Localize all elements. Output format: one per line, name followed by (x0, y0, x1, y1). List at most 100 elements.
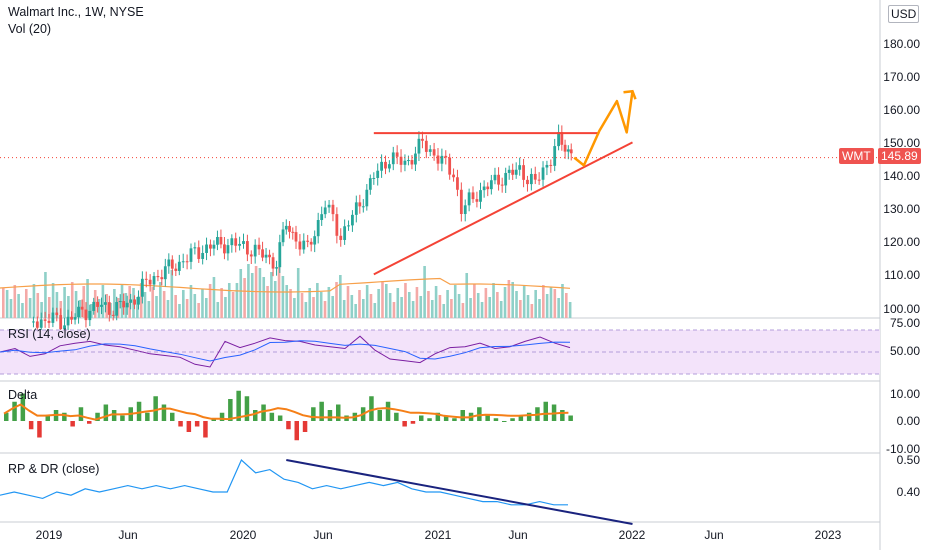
volume-bar (407, 292, 411, 318)
candle-body (63, 325, 66, 330)
candle-body (436, 155, 440, 164)
volume-bar (354, 304, 357, 318)
delta-bar (269, 412, 275, 421)
candle-body (467, 192, 471, 206)
candle-body (309, 241, 313, 245)
volume-bar (250, 273, 254, 318)
volume-bar (545, 294, 549, 318)
delta-bar (12, 401, 17, 421)
volume-bar (339, 275, 342, 318)
delta-bar (526, 412, 532, 421)
volume-bar (484, 288, 488, 318)
candle-body (219, 236, 223, 245)
candle-body (245, 241, 249, 255)
candle-body (313, 236, 317, 245)
volume-bar (262, 277, 266, 318)
currency-badge[interactable]: USD (888, 5, 920, 23)
candle-body (32, 321, 35, 323)
price-tick-label: 140.00 (883, 169, 920, 183)
delta-bar (485, 415, 490, 421)
candle-body (410, 160, 414, 165)
delta-bar (194, 421, 200, 427)
volume-bar (143, 292, 147, 318)
candle-body (456, 177, 459, 190)
candle-body (399, 156, 403, 165)
candle-body (88, 310, 92, 321)
volume-bar (212, 277, 216, 318)
time-tick-label: Jun (704, 528, 724, 542)
candle-body (316, 220, 320, 237)
rsi-title: RSI (14, close) (8, 327, 91, 341)
delta-tick-label: -10.00 (885, 442, 920, 456)
candle-body (298, 241, 302, 250)
candle-body (122, 301, 126, 308)
candle-body (479, 190, 482, 202)
candle-body (347, 225, 350, 227)
delta-bar (87, 421, 92, 424)
candle-body (432, 149, 436, 156)
rsi-tick-label: 75.00 (889, 316, 920, 330)
price-tick-label: 110.00 (884, 268, 920, 282)
volume-bar (44, 272, 47, 318)
candle-body (452, 174, 455, 178)
volume-bar (362, 299, 365, 318)
delta-bar (327, 410, 333, 421)
volume-bar (70, 282, 74, 318)
delta-bar (145, 412, 150, 421)
candle-body (140, 278, 144, 297)
candle-body (189, 248, 193, 262)
candle-body (257, 244, 261, 250)
volume-bar (308, 288, 311, 318)
candle-body (391, 152, 395, 165)
volume-bar (446, 290, 449, 318)
candle-body (403, 160, 407, 165)
volume-bar (120, 284, 124, 318)
candle-body (463, 205, 467, 215)
candle-body (448, 157, 452, 175)
delta-bar (294, 421, 299, 441)
candle-body (115, 302, 119, 316)
volume-bar (396, 288, 400, 318)
delta-bar (385, 401, 391, 421)
volume-bar (105, 294, 109, 318)
candle-body (414, 153, 417, 165)
candle-body (368, 178, 372, 190)
volume-bar (285, 285, 289, 318)
volume-bar (388, 293, 392, 318)
candle-body (563, 144, 567, 152)
volume-bar (323, 301, 327, 318)
volume-bar (415, 287, 419, 318)
candle-body (170, 259, 174, 269)
candle-body (493, 174, 497, 181)
candle-body (320, 214, 324, 221)
candle-body (351, 214, 354, 226)
volume-bar (86, 279, 89, 318)
volume-bar (488, 297, 492, 318)
volume-bar (557, 298, 560, 318)
delta-bar (228, 399, 233, 421)
volume-bar (28, 298, 32, 318)
volume-bar (67, 296, 70, 318)
volume-bar (346, 286, 350, 318)
rising-trendline (373, 141, 633, 276)
delta-bar (219, 412, 225, 421)
volume-bar (258, 268, 262, 318)
candle-body (70, 316, 73, 320)
delta-bar (153, 396, 158, 421)
volume-bar (511, 282, 514, 318)
delta-bar (203, 421, 208, 438)
volume-bar (503, 287, 507, 318)
delta-bar (510, 418, 515, 421)
candle-body (59, 315, 63, 330)
candle-body (73, 317, 77, 320)
candle-body (216, 236, 219, 245)
candle-body (522, 165, 525, 180)
candle-body (92, 301, 96, 311)
volume-bar (189, 285, 193, 318)
candle-body (107, 302, 111, 315)
delta-bar (410, 421, 416, 424)
volume-bar (197, 303, 200, 318)
candle-body (395, 152, 399, 157)
volume-bar (82, 286, 86, 318)
